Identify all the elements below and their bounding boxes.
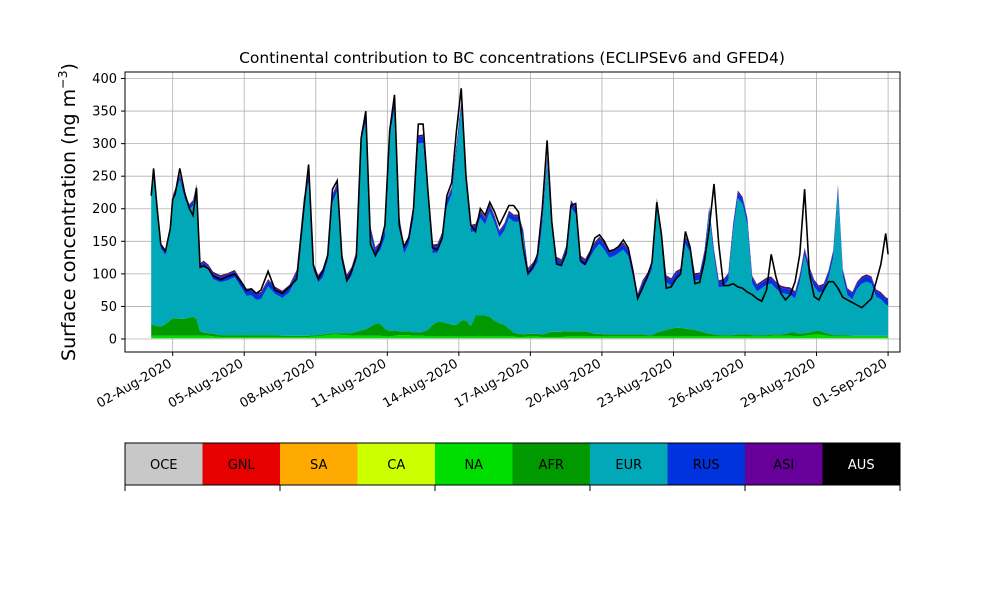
- legend-swatch-rus: [667, 443, 745, 485]
- y-axis-label: Surface concentration (ng m−3): [55, 63, 80, 361]
- x-tick-label: 14-Aug-2020: [381, 356, 461, 411]
- legend-colorbar: OCE GNL SA CA NA AFR EUR RUS ASI AUS: [124, 442, 901, 491]
- y-axis-label-exponent: −3: [55, 70, 70, 88]
- legend-label-oce: OCE: [150, 458, 178, 473]
- x-tick-label: 05-Aug-2020: [166, 356, 246, 411]
- x-tick-label: 08-Aug-2020: [237, 356, 317, 411]
- y-axis-label-text: Surface concentration (ng m: [58, 89, 80, 361]
- x-tick-label: 26-Aug-2020: [667, 356, 747, 411]
- stacked-areas: [150, 88, 889, 339]
- legend-label-eur: EUR: [615, 458, 642, 473]
- x-tick-label: 29-Aug-2020: [738, 356, 818, 411]
- y-tick-label: 200: [92, 202, 117, 217]
- y-tick-label: 250: [92, 170, 117, 185]
- legend-label-aus: AUS: [848, 458, 875, 473]
- legend-swatch-asi: [745, 443, 823, 485]
- x-tick-label: 11-Aug-2020: [309, 356, 389, 411]
- area-na: [151, 334, 889, 339]
- y-tick-label: 100: [92, 267, 117, 282]
- y-tick-label: 0: [109, 332, 117, 347]
- legend-swatch-oce: [125, 443, 203, 485]
- legend-swatch-na: [435, 443, 513, 485]
- legend-swatch-eur: [590, 443, 668, 485]
- area-rus: [151, 102, 889, 306]
- total-line: [150, 88, 889, 309]
- x-tick-label: 01-Sep-2020: [810, 356, 890, 411]
- legend-swatch-afr: [512, 443, 590, 485]
- y-tick-label: 400: [92, 72, 117, 87]
- legend-label-sa: SA: [310, 458, 327, 473]
- y-axis-label-close: ): [58, 63, 80, 70]
- y-tick-label: 350: [92, 105, 117, 120]
- legend-swatch-aus: [822, 443, 900, 485]
- legend-swatch-sa: [280, 443, 358, 485]
- legend-label-asi: ASI: [773, 458, 794, 473]
- chart-title: Continental contribution to BC concentra…: [239, 49, 785, 67]
- y-tick-label: 50: [100, 300, 117, 315]
- legend-frame: [124, 442, 901, 486]
- x-tick-label: 02-Aug-2020: [94, 356, 174, 411]
- legend-label-rus: RUS: [693, 458, 720, 473]
- y-tick-label: 300: [92, 137, 117, 152]
- legend-swatch-ca: [357, 443, 435, 485]
- legend-label-na: NA: [464, 458, 483, 473]
- legend-label-afr: AFR: [539, 458, 564, 473]
- x-tick-label: 20-Aug-2020: [524, 356, 604, 411]
- y-tick-label: 150: [92, 235, 117, 250]
- x-tick-label: 17-Aug-2020: [452, 356, 532, 411]
- plot-frame: [124, 71, 901, 353]
- legend-swatch-gnl: [202, 443, 280, 485]
- legend-label-gnl: GNL: [228, 458, 256, 473]
- area-eur: [151, 109, 889, 336]
- area-oce: [151, 338, 889, 339]
- legend-label-ca: CA: [387, 458, 405, 473]
- x-tick-label: 23-Aug-2020: [595, 356, 675, 411]
- area-asi: [151, 101, 889, 301]
